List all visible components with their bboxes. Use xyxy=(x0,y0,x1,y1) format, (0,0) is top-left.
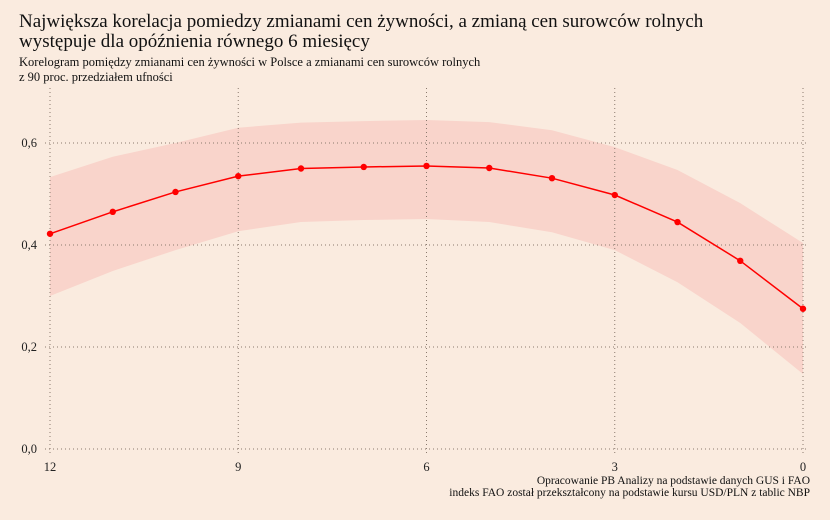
subtitle-line-2: z 90 proc. przedziałem ufności xyxy=(19,70,173,84)
correlation-point xyxy=(235,172,242,180)
x-tick-label: 0 xyxy=(800,460,806,474)
y-tick-label: 0,6 xyxy=(21,136,37,150)
correlation-point xyxy=(46,230,54,237)
correlation-point xyxy=(172,188,179,196)
correlation-point xyxy=(297,165,305,172)
correlation-point xyxy=(737,257,744,265)
confidence-band xyxy=(50,120,803,375)
correlation-point xyxy=(548,174,556,182)
correlation-point xyxy=(423,162,430,170)
source-line-1: Opracowanie PB Analizy na podstawie dany… xyxy=(536,475,810,487)
correlation-point xyxy=(486,164,493,172)
y-tick-label: 0,4 xyxy=(21,238,37,252)
correlation-point xyxy=(109,208,116,216)
chart-subtitle: Korelogram pomiędzy zmianami cen żywnośc… xyxy=(19,55,480,85)
correlation-point xyxy=(360,163,367,171)
title-line-1: Największa korelacja pomiedzy zmianami c… xyxy=(19,11,704,32)
subtitle-line-1: Korelogram pomiędzy zmianami cen żywnośc… xyxy=(19,55,481,69)
correlation-point xyxy=(674,218,681,226)
correlation-point xyxy=(611,191,618,199)
y-tick-label: 0,0 xyxy=(21,442,37,456)
x-tick-label: 12 xyxy=(44,460,57,474)
y-tick-label: 0,2 xyxy=(21,340,37,354)
chart-title: Największa korelacja pomiedzy zmianami c… xyxy=(19,12,703,52)
title-line-2: występuje dla opóźnienia równego 6 miesi… xyxy=(19,31,370,52)
x-tick-label: 3 xyxy=(612,460,618,474)
source-note: Opracowanie PB Analizy na podstawie dany… xyxy=(449,475,810,499)
source-line-2: indeks FAO został przekształcony na pods… xyxy=(449,487,810,499)
x-tick-label: 9 xyxy=(235,460,241,474)
correlation-point xyxy=(799,305,807,312)
x-tick-label: 6 xyxy=(423,460,429,474)
